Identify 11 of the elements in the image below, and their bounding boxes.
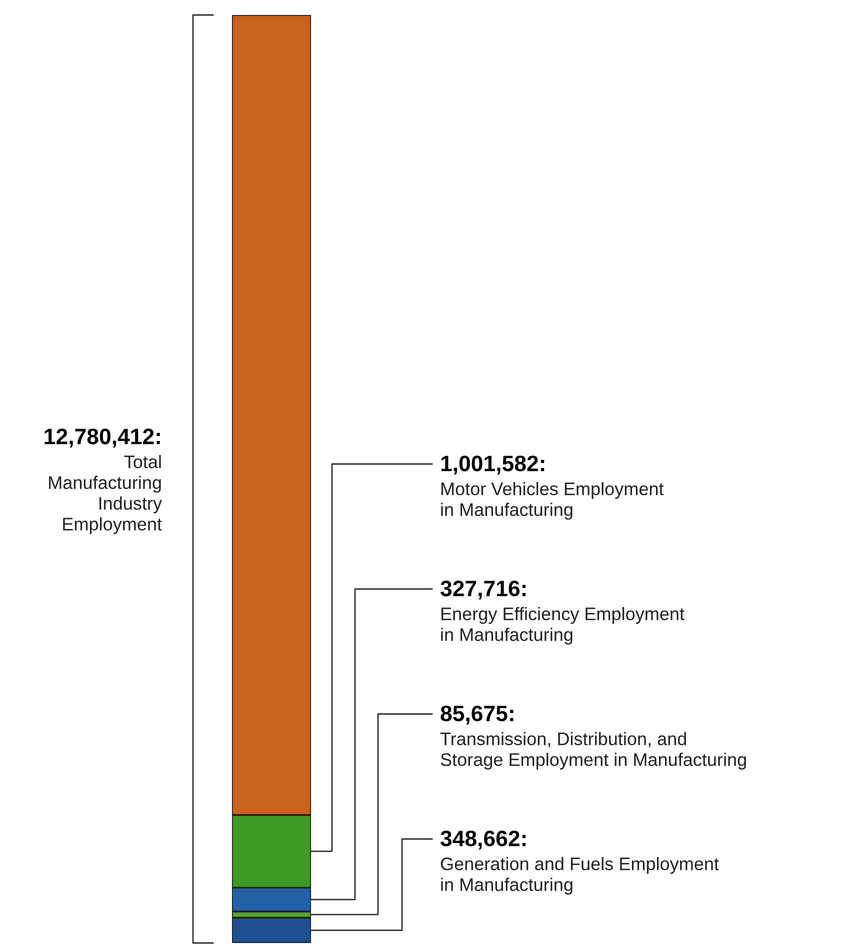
text: Total Manufacturing Industry Employment <box>49 455 162 534</box>
text: 12,780,412: <box>44 428 160 448</box>
text: Motor Vehicles Employment in Manufacturing <box>441 482 664 520</box>
bar <box>232 916 311 943</box>
text: Generation and Fuels Employment in Manufacturing <box>440 857 719 895</box>
text: Energy Efficiency Employment in Manufacturing <box>441 607 684 645</box>
data-label: 348,662: <box>440 830 526 850</box>
text: Transmission, Distribution, and Storage Employment in Manufacturing <box>440 732 746 770</box>
data-label: 85,675: <box>440 706 514 725</box>
data-label: 1,001,582: <box>441 456 544 475</box>
data-label: 327,716: <box>440 580 526 600</box>
